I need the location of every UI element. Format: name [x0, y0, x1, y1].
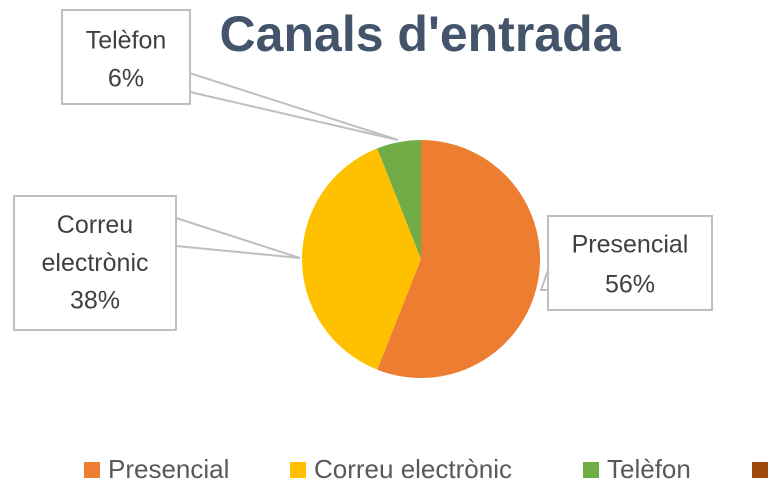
leader-line: [539, 269, 549, 291]
data-label-category: Correu electrònic: [42, 211, 149, 277]
data-label-value: 56%: [605, 271, 655, 299]
legend-swatch: [84, 462, 100, 478]
data-label-value: 38%: [70, 287, 120, 315]
pie-slice: [302, 148, 421, 370]
legend-label: Telèfon: [607, 454, 691, 484]
data-label-category: Telèfon: [86, 27, 167, 55]
data-label-category: Presencial: [572, 231, 689, 259]
legend-swatch: [290, 462, 306, 478]
legend-label: Presencial: [108, 454, 229, 484]
callout-box: [13, 195, 177, 331]
leader-line: [175, 217, 301, 259]
callout-box: [61, 9, 191, 105]
leader-line: [179, 69, 399, 141]
data-label-value: 6%: [108, 65, 144, 93]
pie-slice: [377, 140, 421, 259]
legend-swatch: [583, 462, 599, 478]
chart-title: Canals d'entrada: [220, 6, 622, 62]
legend-label: Correu electrònic: [314, 454, 512, 484]
pie-slice: [377, 140, 540, 379]
callout-box: [547, 215, 713, 311]
legend-swatch: [752, 462, 768, 478]
